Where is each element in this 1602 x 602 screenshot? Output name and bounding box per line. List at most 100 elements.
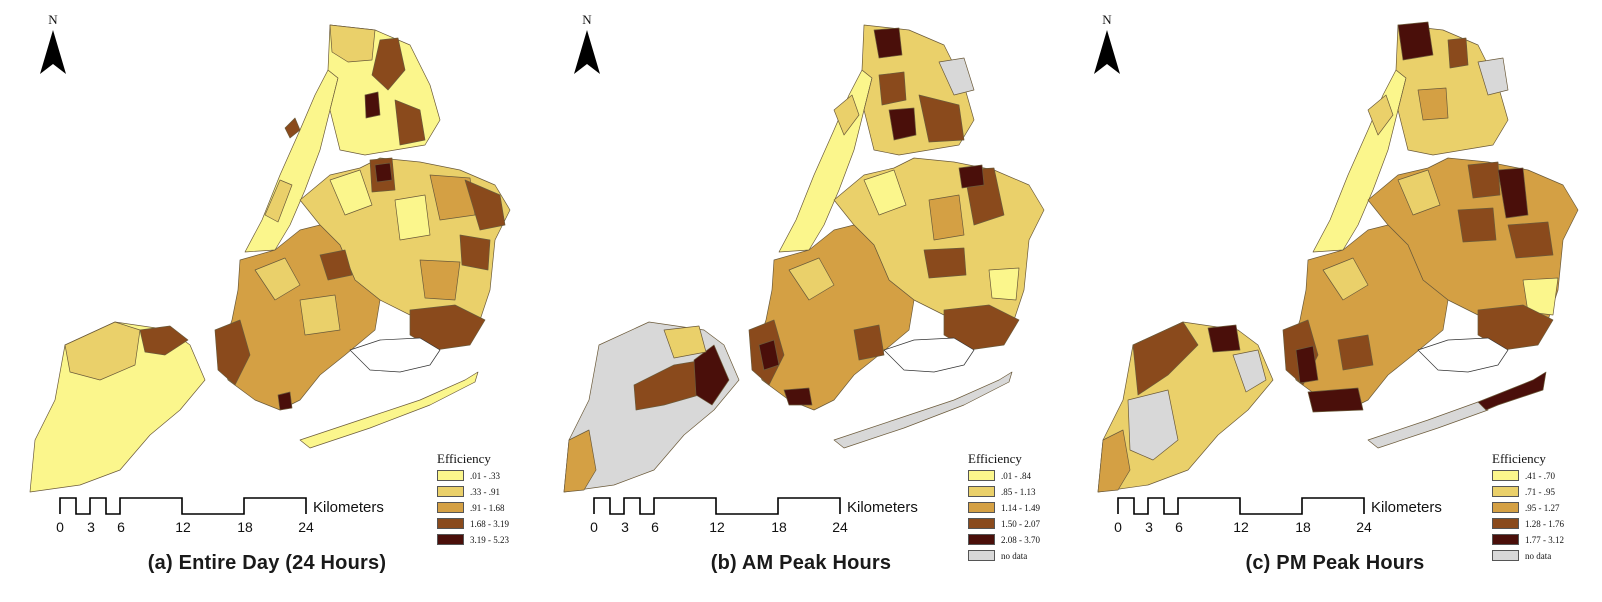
queens-region	[923, 247, 967, 279]
jamaica-bay-islands	[349, 337, 441, 373]
legend-range: .95 - 1.27	[1525, 502, 1560, 513]
brooklyn-region	[277, 391, 293, 411]
scale-bar	[593, 497, 841, 515]
legend-swatch	[968, 534, 995, 545]
legend-item: .85 - 1.13	[968, 485, 1040, 498]
legend-item: 1.68 - 3.19	[437, 517, 509, 530]
scale-tick-label: 12	[709, 519, 725, 535]
bronx-region	[1417, 87, 1449, 121]
legend-range: .41 - .70	[1525, 470, 1555, 481]
queens-region	[863, 169, 907, 216]
scale-tick-label: 6	[1175, 519, 1183, 535]
staten-island-region	[1132, 321, 1199, 396]
queens-region	[1397, 169, 1441, 216]
map-panel-entire-day: N Efficiency .01 - .33 .33 - .91 .91 - 1…	[0, 0, 534, 602]
manhattan-region	[833, 94, 860, 136]
legend-item: .01 - .84	[968, 469, 1040, 482]
queens-region	[1467, 161, 1501, 199]
bronx-region	[329, 24, 376, 63]
scale-tick-label: 18	[1295, 519, 1311, 535]
brooklyn-region	[853, 324, 885, 361]
legend: Efficiency .01 - .33 .33 - .91 .91 - 1.6…	[437, 451, 509, 549]
legend-item: no data	[1492, 549, 1564, 562]
brooklyn-region	[254, 257, 301, 301]
brooklyn-region	[788, 257, 835, 301]
staten-island-region	[1127, 389, 1179, 461]
legend-range: .33 - .91	[470, 486, 500, 497]
manhattan-region	[264, 179, 293, 223]
scale-tick-label: 3	[1145, 519, 1153, 535]
scale-tick-label: 18	[237, 519, 253, 535]
brooklyn-region	[783, 387, 813, 406]
brooklyn-region	[214, 319, 251, 386]
queens-region	[374, 162, 393, 183]
legend-item: 2.08 - 3.70	[968, 533, 1040, 546]
scale-tick-label: 3	[621, 519, 629, 535]
legend-title: Efficiency	[1492, 451, 1546, 466]
scale-tick-label: 12	[1233, 519, 1249, 535]
queens-region	[988, 267, 1020, 301]
legend-range: 1.68 - 3.19	[470, 518, 509, 529]
scale-tick-label: 6	[651, 519, 659, 535]
staten-island-region	[139, 325, 189, 356]
bronx-region	[1395, 24, 1509, 156]
legend-swatch	[1492, 486, 1519, 497]
brooklyn-region	[1337, 334, 1374, 371]
queens-region	[1522, 277, 1559, 316]
queens-region	[1507, 221, 1554, 259]
manhattan-region	[284, 117, 301, 139]
legend-item: .91 - 1.68	[437, 501, 509, 514]
legend-item: no data	[968, 549, 1040, 562]
brooklyn-region	[1307, 387, 1364, 413]
north-arrow-icon	[1094, 30, 1120, 74]
legend-range: 3.19 - 5.23	[470, 534, 509, 545]
north-arrow: N	[567, 12, 607, 81]
scale-bar	[1117, 497, 1365, 515]
legend-swatch	[437, 518, 464, 529]
bronx-region	[878, 71, 907, 106]
queens-region	[459, 234, 491, 271]
staten-island-region	[563, 429, 597, 493]
queens-region	[943, 304, 1020, 351]
legend-swatch	[437, 502, 464, 513]
scale-tick-label: 12	[175, 519, 191, 535]
map-panel-am-peak: N Efficiency .01 - .84 .85 - 1.13 1.14 -…	[534, 0, 1068, 602]
queens-region	[329, 169, 373, 216]
bronx-region	[1447, 37, 1469, 69]
legend-item: 1.50 - 2.07	[968, 517, 1040, 530]
rockaway-peninsula	[833, 371, 1013, 449]
bronx-region	[1477, 57, 1509, 96]
scale-unit-label: Kilometers	[847, 499, 918, 516]
scale-bar	[59, 497, 307, 515]
legend-range: no data	[1525, 550, 1552, 561]
queens-region	[409, 304, 486, 351]
north-arrow-icon	[574, 30, 600, 74]
north-label: N	[582, 12, 592, 27]
choropleth-map-pm-peak	[1097, 21, 1579, 493]
queens-region	[1497, 167, 1529, 219]
north-arrow: N	[1087, 12, 1127, 81]
legend-swatch	[1492, 550, 1519, 561]
jamaica-bay-islands	[1417, 337, 1509, 373]
legend-item: 3.19 - 5.23	[437, 533, 509, 546]
legend-range: .01 - .33	[470, 470, 500, 481]
bronx-region	[918, 94, 965, 143]
bronx-region	[873, 27, 903, 59]
legend-item: 1.14 - 1.49	[968, 501, 1040, 514]
queens-region	[464, 179, 506, 231]
legend-swatch	[437, 534, 464, 545]
legend: Efficiency .41 - .70 .71 - .95 .95 - 1.2…	[1492, 451, 1564, 565]
legend-swatch	[968, 486, 995, 497]
legend-item: .95 - 1.27	[1492, 501, 1564, 514]
brooklyn-region	[319, 249, 353, 281]
scale-unit-label: Kilometers	[313, 499, 384, 516]
legend-range: no data	[1001, 550, 1028, 561]
queens-region	[1477, 304, 1554, 351]
bronx-region	[364, 91, 381, 119]
scale-unit-label: Kilometers	[1371, 499, 1442, 516]
manhattan-region	[1367, 94, 1394, 136]
legend-swatch	[1492, 470, 1519, 481]
legend-range: .01 - .84	[1001, 470, 1031, 481]
rockaway-peninsula	[1367, 401, 1489, 449]
legend-swatch	[1492, 534, 1519, 545]
